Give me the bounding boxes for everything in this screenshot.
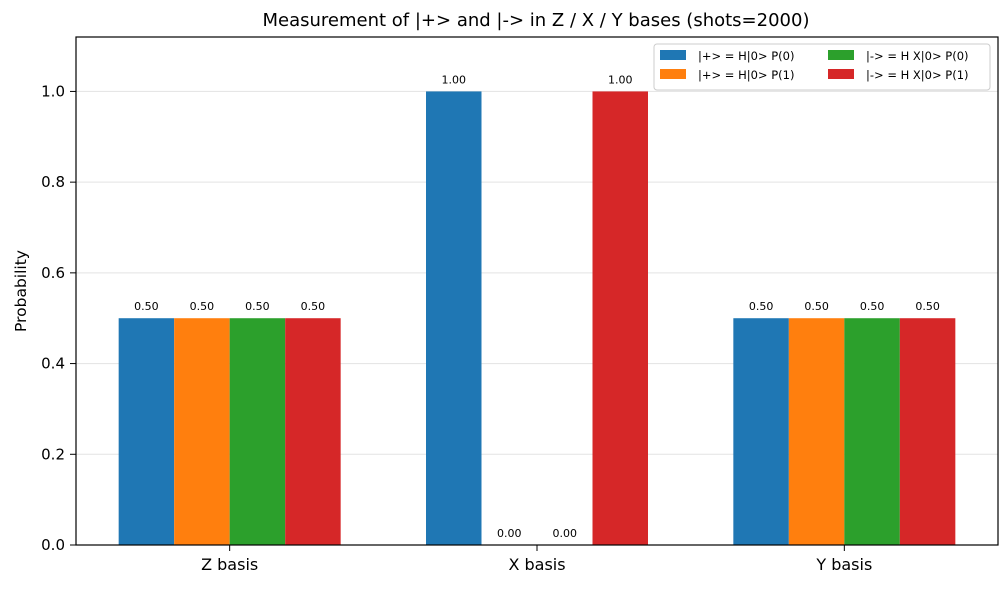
bar <box>426 91 482 545</box>
legend-entry: |+> = H|0> P(1) <box>698 68 794 82</box>
bar-value-label: 0.50 <box>190 300 215 313</box>
bar-value-label: 0.50 <box>860 300 885 313</box>
bar <box>118 318 175 545</box>
bar <box>285 318 341 545</box>
bar-value-label: 0.50 <box>749 300 774 313</box>
y-tick-label: 0.6 <box>41 264 65 282</box>
legend-entry: |+> = H|0> P(0) <box>698 49 794 63</box>
legend-entry: |-> = H X|0> P(0) <box>866 49 969 63</box>
bar-value-labels: 0.50 0.50 0.50 0.50 1.00 0.00 0.00 1.00 0.50 0.50… <box>134 73 940 540</box>
bar <box>788 318 845 545</box>
bar <box>592 91 648 545</box>
bars <box>118 91 956 545</box>
bar-value-label: 0.50 <box>245 300 270 313</box>
bar <box>844 318 900 545</box>
bar <box>899 318 956 545</box>
plot-frame <box>75 36 999 546</box>
legend-swatch <box>828 50 854 60</box>
y-axis-label: Probability <box>12 250 30 332</box>
legend-entry: |-> = H X|0> P(1) <box>866 68 969 82</box>
bar <box>229 318 286 545</box>
bar-value-label: 0.50 <box>804 300 829 313</box>
y-tick-label: 0.4 <box>41 355 65 373</box>
legend-swatch <box>828 69 854 79</box>
bar-value-label: 0.00 <box>553 527 578 540</box>
legend-box <box>653 43 991 91</box>
axes: 0.0 0.2 0.4 0.6 0.8 1.0 Z basis X basis Y basis <box>41 36 999 574</box>
bar-value-label: 0.00 <box>497 527 522 540</box>
y-tick-label: 0.0 <box>41 536 65 554</box>
legend-swatch <box>660 69 686 79</box>
legend: |+> = H|0> P(0) |+> = H|0> P(1) |-> = H X|… <box>653 43 991 91</box>
bar-value-label: 1.00 <box>442 73 467 86</box>
bar-value-label: 0.50 <box>915 300 940 313</box>
bar-value-label: 0.50 <box>301 300 326 313</box>
y-tick-label: 1.0 <box>41 82 65 100</box>
x-tick-label: Z basis <box>201 555 258 574</box>
y-tick-label: 0.2 <box>41 445 65 463</box>
bar <box>174 318 230 545</box>
chart-title: Measurement of |+> and |-> in Z / X / Y … <box>263 10 810 31</box>
bar-value-label: 0.50 <box>134 300 159 313</box>
x-tick-label: Y basis <box>815 555 872 574</box>
bar <box>733 318 789 545</box>
legend-swatch <box>660 50 686 60</box>
y-tick-label: 0.8 <box>41 173 65 191</box>
bar-value-label: 1.00 <box>608 73 633 86</box>
x-tick-label: X basis <box>508 555 565 574</box>
